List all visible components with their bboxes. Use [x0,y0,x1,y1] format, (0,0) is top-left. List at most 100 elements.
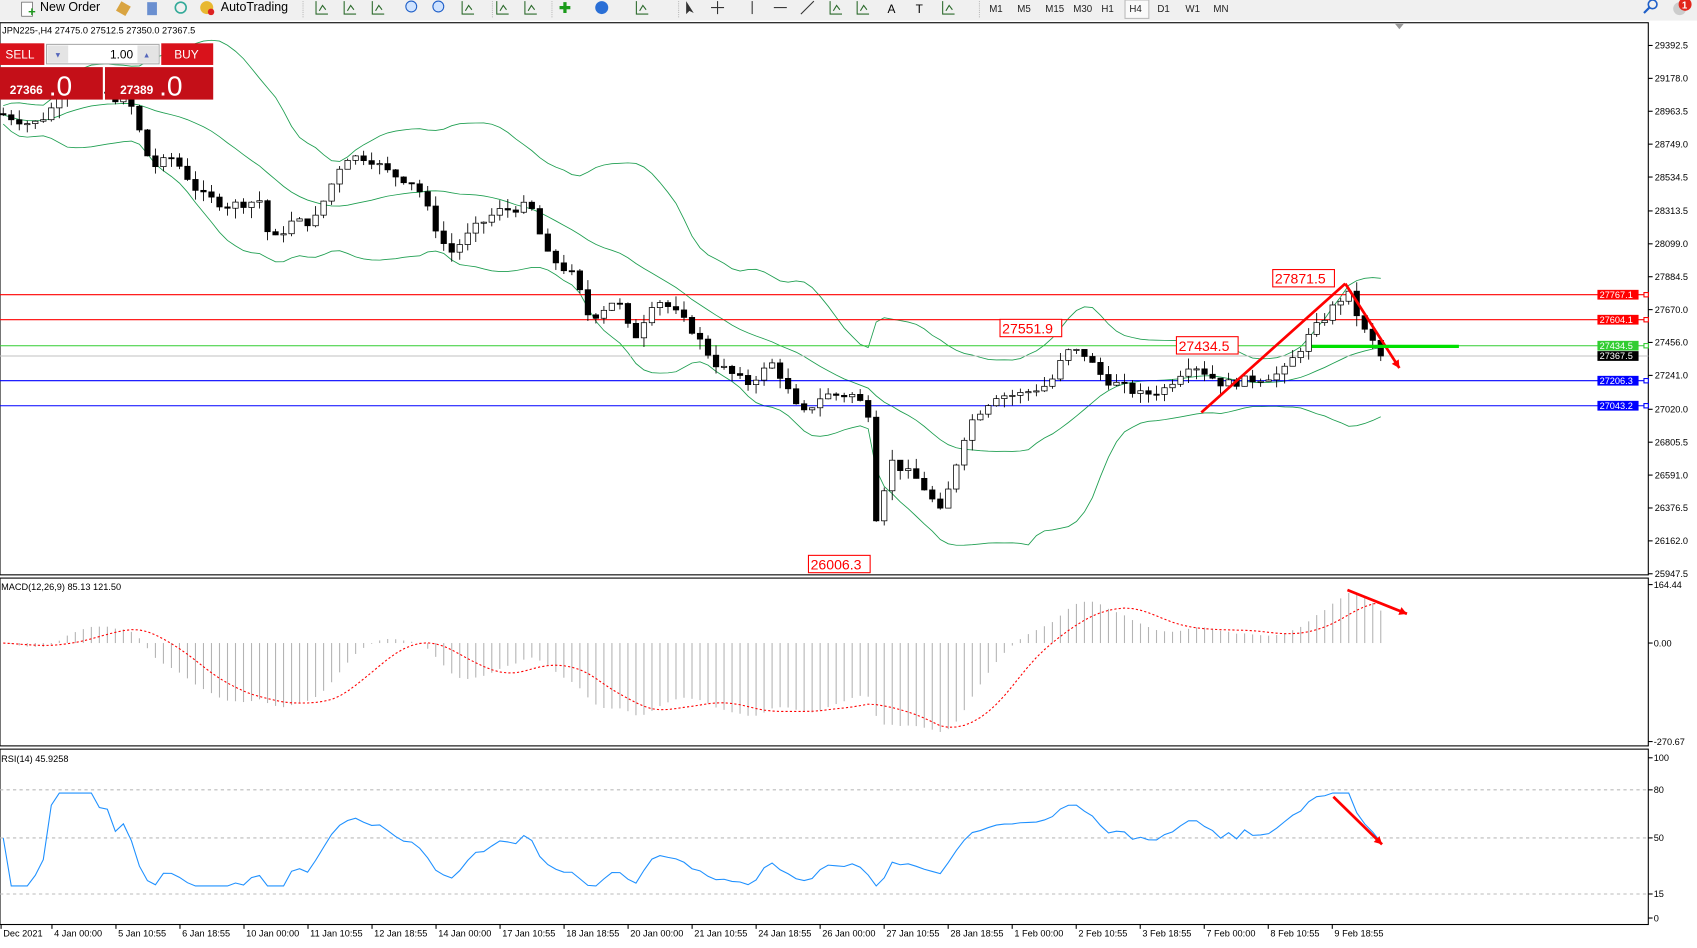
autotrading-button[interactable]: AutoTrading [200,0,288,16]
zoom-out-icon [432,0,445,13]
down-arrow-rsi[interactable] [1332,795,1384,846]
candle [48,102,55,122]
search-button[interactable] [1643,0,1658,14]
stop-icon [207,8,215,16]
down-arrow-macd[interactable] [1346,588,1408,616]
timeframe-m5[interactable]: M5 [1017,4,1031,15]
arrows-button[interactable] [942,1,955,15]
bar-chart-button[interactable] [315,1,328,15]
price-annotation-box[interactable] [1272,269,1335,288]
data-window-icon[interactable] [147,2,157,16]
candle [520,195,527,214]
arrows-icon [942,1,955,15]
candle-body [1297,350,1304,359]
indicators-button[interactable] [559,2,571,13]
sell-button[interactable] [0,43,45,65]
candle-body [384,163,391,171]
timeframe-d1[interactable]: D1 [1157,4,1169,15]
chart-shift-marker[interactable] [1395,23,1404,30]
volume-increase-button[interactable] [137,45,159,63]
timeframe-h1[interactable]: H1 [1101,4,1113,15]
templates-button[interactable] [635,1,649,15]
price-annotation-box[interactable] [999,318,1063,338]
level-handle[interactable] [1643,403,1649,409]
zoom-in-button[interactable] [405,0,418,13]
candle-body [496,208,503,216]
candle [1201,361,1208,382]
trend-line-up[interactable] [1200,282,1347,414]
zoom-out-button[interactable] [432,0,445,13]
candle [1217,377,1224,394]
candlestick-button[interactable] [343,1,357,15]
candle-body [432,205,439,232]
timeframe-w1[interactable]: W1 [1185,4,1200,15]
chart-shift-button[interactable] [496,1,509,15]
buy-button[interactable] [161,43,214,65]
time-axis-label: 10 Jan 00:00 [246,928,299,938]
candle [688,315,696,335]
trendline-button[interactable] [800,0,815,15]
price-level-value: 27206.3 [1600,376,1633,386]
price-annotation-box[interactable] [807,554,871,574]
candle-body [1105,374,1112,386]
timeframe-m15[interactable]: M15 [1045,4,1064,15]
crosshair-button[interactable] [711,1,725,15]
volume-decrease-button[interactable] [47,45,69,63]
candle [1249,369,1256,389]
level-handle[interactable] [1643,378,1649,384]
level-handle[interactable] [1643,292,1649,298]
signals-icon[interactable] [174,1,187,14]
timeframe-m1[interactable]: M1 [989,4,1003,15]
price-axis-label: 26591.0 [1655,470,1688,480]
level-handle[interactable] [1643,343,1649,349]
candle [496,200,503,221]
down-arrow-price[interactable] [1344,282,1401,369]
equidistant-channel-button[interactable] [829,1,843,15]
candle [1057,352,1064,382]
volume-field[interactable] [45,43,160,65]
candle [1177,370,1184,387]
sell-price-button[interactable] [0,67,103,100]
candle [1113,374,1120,387]
text-tool-button[interactable]: A [887,2,895,16]
price-axis-label: 27241.0 [1655,371,1688,381]
candle-body [785,377,792,390]
level-handle[interactable] [1643,317,1649,323]
new-order-button[interactable]: + New Order [21,0,101,19]
timeframe-h4[interactable]: H4 [1129,4,1142,15]
cursor-button[interactable] [686,1,694,15]
timeframe-m30[interactable]: M30 [1073,4,1093,15]
periods-clock-button[interactable] [595,1,609,15]
buy-price-button[interactable] [104,67,214,100]
candle [1129,380,1136,398]
price-level-value: 27767.1 [1600,290,1633,300]
tile-windows-button[interactable] [461,1,475,15]
timeframe-mn[interactable]: MN [1213,4,1228,15]
candle-body [640,322,648,339]
fibonacci-button[interactable] [856,1,870,15]
price-annotation-box[interactable] [1175,336,1239,355]
line-chart-button[interactable] [371,1,385,15]
candle [0,107,7,117]
autoscroll-button[interactable] [524,1,537,15]
candle [560,254,567,274]
market-watch-icon[interactable] [115,1,131,17]
main-chart-pane[interactable] [0,22,1649,576]
macd-pane[interactable] [0,577,1649,747]
text-label-tool-button[interactable]: T [916,2,923,16]
candle [472,216,479,242]
candle-body [456,244,463,253]
rsi-pane[interactable] [0,748,1649,926]
candle [392,168,399,187]
candle-body [1305,333,1312,352]
candle-body [929,489,936,500]
candle-body [552,250,559,264]
alerts-button[interactable]: 1 [1673,0,1692,16]
candle-body [8,114,15,121]
candle-body [1009,395,1016,397]
volume-value[interactable]: 1.00 [110,47,134,61]
candle [969,414,976,451]
candle-body [200,189,207,193]
candle [672,296,680,315]
